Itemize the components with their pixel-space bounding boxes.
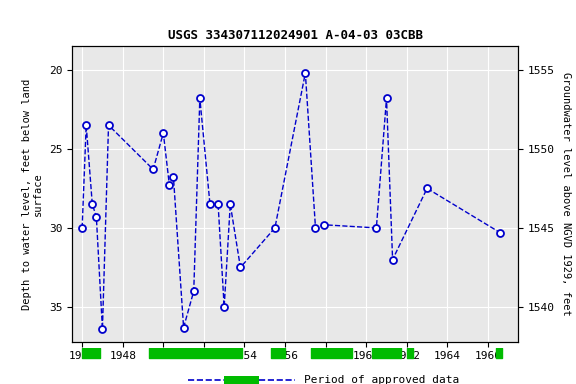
Y-axis label: Depth to water level, feet below land
surface: Depth to water level, feet below land su… — [22, 78, 43, 310]
Text: Period of approved data: Period of approved data — [304, 375, 460, 384]
FancyBboxPatch shape — [223, 376, 259, 384]
Title: USGS 334307112024901 A-04-03 03CBB: USGS 334307112024901 A-04-03 03CBB — [168, 29, 423, 42]
Y-axis label: Groundwater level above NGVD 1929, feet: Groundwater level above NGVD 1929, feet — [560, 72, 571, 316]
